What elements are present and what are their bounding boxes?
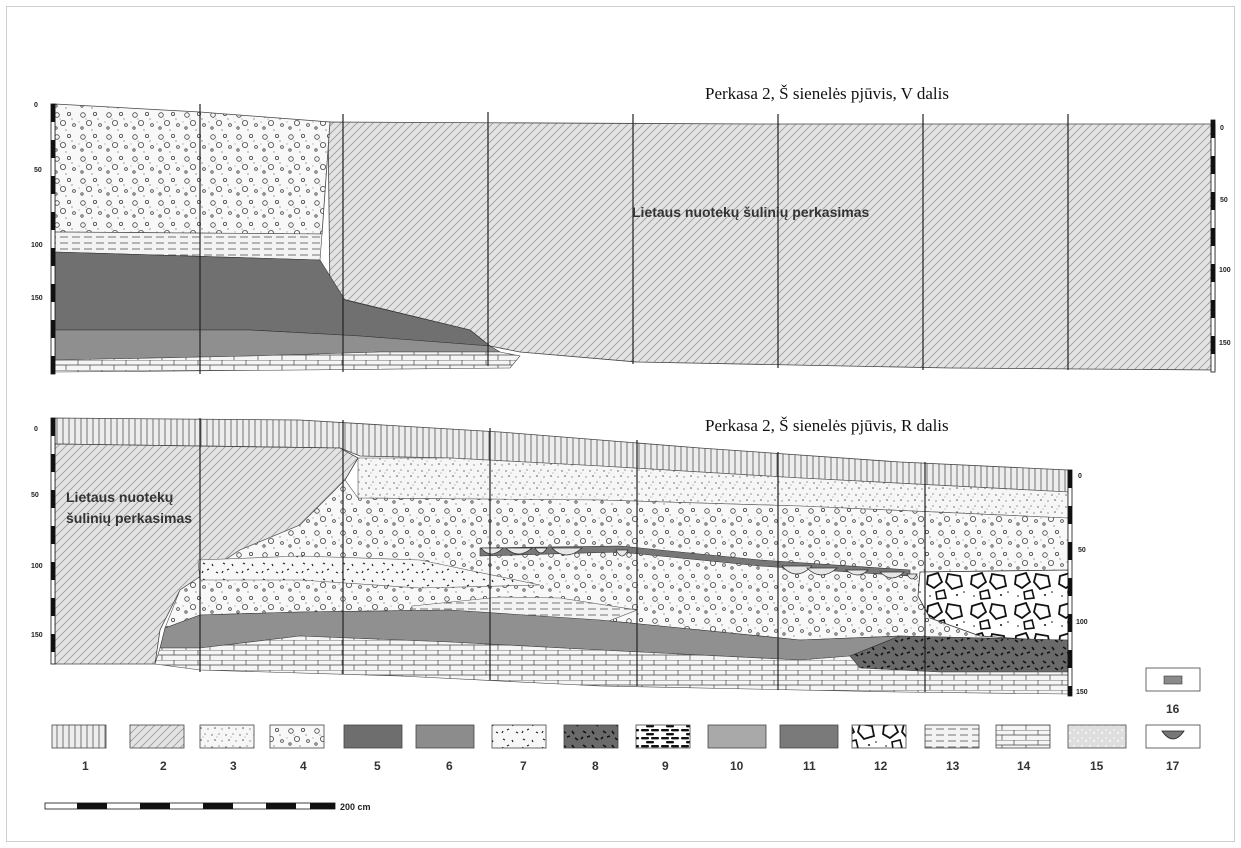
- profile-v-right-scale: [1210, 119, 1216, 373]
- profile-r-title: Perkasa 2, Š sienelės pjūvis, R dalis: [705, 416, 949, 435]
- legend-number: 9: [662, 759, 669, 773]
- profile-r-left-tick-100: 100: [31, 563, 43, 570]
- legend-number: 4: [300, 759, 307, 773]
- profile-r-trench-label-line1: Lietaus nuotekų: [66, 489, 173, 505]
- profile-r-right-tick-0: 0: [1078, 473, 1082, 480]
- profile-r-trench-label-line2: šulinių perkasimas: [66, 510, 192, 526]
- profile-v-trench-label: Lietaus nuotekų šulinių perkasimas: [632, 204, 870, 220]
- legend-item-8: 8: [563, 724, 619, 773]
- legend-item-10: 10: [707, 724, 767, 773]
- legend-number: 7: [520, 759, 527, 773]
- legend-number: 12: [874, 759, 888, 773]
- profile-v-right-tick-100: 100: [1219, 267, 1231, 274]
- legend-number: 13: [946, 759, 960, 773]
- legend-item-11: 11: [779, 724, 839, 773]
- profile-r-right-tick-150: 150: [1076, 689, 1088, 696]
- legend-number: 3: [230, 759, 237, 773]
- profile-r-left-tick-50: 50: [31, 492, 39, 499]
- profile-v-left-tick-50: 50: [34, 167, 42, 174]
- legend-item-5: 5: [343, 724, 403, 773]
- profile-v-pebble-layer: [54, 103, 331, 235]
- legend-item-9: 9: [635, 724, 691, 773]
- legend-number: 16: [1166, 702, 1180, 716]
- legend-item-17: 17: [1145, 724, 1201, 773]
- profile-r-left-tick-150: 150: [31, 632, 43, 639]
- profile-r: Perkasa 2, Š sienelės pjūvis, R dalis: [31, 416, 1088, 697]
- profile-v-right-tick-50: 50: [1220, 197, 1228, 204]
- profile-r-brick-layer: [154, 635, 1069, 695]
- legend-item-4: 4: [269, 724, 325, 773]
- legend-item-14: 14: [995, 724, 1051, 773]
- profile-r-right-scale: [1067, 469, 1073, 697]
- figure-frame: [6, 6, 1235, 842]
- legend-number: 10: [730, 759, 744, 773]
- profile-v-left-scale: [50, 103, 56, 375]
- profile-v-left-tick-100: 100: [31, 242, 43, 249]
- legend-item-13: 13: [924, 724, 980, 773]
- legend-number: 8: [592, 759, 599, 773]
- profile-r-grid-lines: [199, 418, 926, 692]
- legend-item-15: 15: [1067, 724, 1127, 773]
- legend-item-12: 12: [851, 724, 907, 773]
- legend-item-6: 6: [415, 724, 475, 773]
- scale-bar-label: 200 cm: [340, 802, 371, 812]
- small-rect-icon: [1163, 675, 1183, 685]
- profile-v-title: Perkasa 2, Š sienelės pjūvis, V dalis: [705, 84, 949, 103]
- legend-number: 14: [1017, 759, 1031, 773]
- legend-number: 17: [1166, 759, 1180, 773]
- legend: 1 2 3 4 5 6 7 8: [51, 667, 1201, 773]
- profile-r-right-tick-50: 50: [1078, 547, 1086, 554]
- legend-item-7: 7: [491, 724, 547, 773]
- profile-v-brick-layer: [54, 351, 521, 373]
- profile-r-bowls: [480, 547, 918, 580]
- legend-number: 11: [803, 759, 816, 773]
- legend-item-1: 1: [51, 724, 107, 773]
- legend-item-16: 16: [1145, 667, 1201, 716]
- profile-v-right-tick-0: 0: [1220, 125, 1224, 132]
- legend-item-3: 3: [199, 724, 255, 773]
- profile-v: Perkasa 2, Š sienelės pjūvis, V dalis Li…: [31, 84, 1231, 375]
- profile-r-right-tick-100: 100: [1076, 619, 1088, 626]
- scale-bar: 200 cm: [44, 802, 371, 812]
- legend-number: 2: [160, 759, 167, 773]
- profile-r-speck-lens: [197, 555, 541, 589]
- profile-r-left-tick-0: 0: [34, 426, 38, 433]
- profile-v-right-tick-150: 150: [1219, 340, 1231, 347]
- legend-number: 15: [1090, 759, 1104, 773]
- bowl-icon: [1161, 730, 1185, 740]
- profile-v-left-tick-150: 150: [31, 295, 43, 302]
- legend-number: 5: [374, 759, 381, 773]
- profile-v-left-tick-0: 0: [34, 102, 38, 109]
- profile-v-grid-lines: [199, 104, 1069, 374]
- legend-number: 6: [446, 759, 453, 773]
- legend-number: 1: [82, 759, 89, 773]
- profile-r-left-scale: [50, 417, 56, 665]
- legend-item-2: 2: [129, 724, 185, 773]
